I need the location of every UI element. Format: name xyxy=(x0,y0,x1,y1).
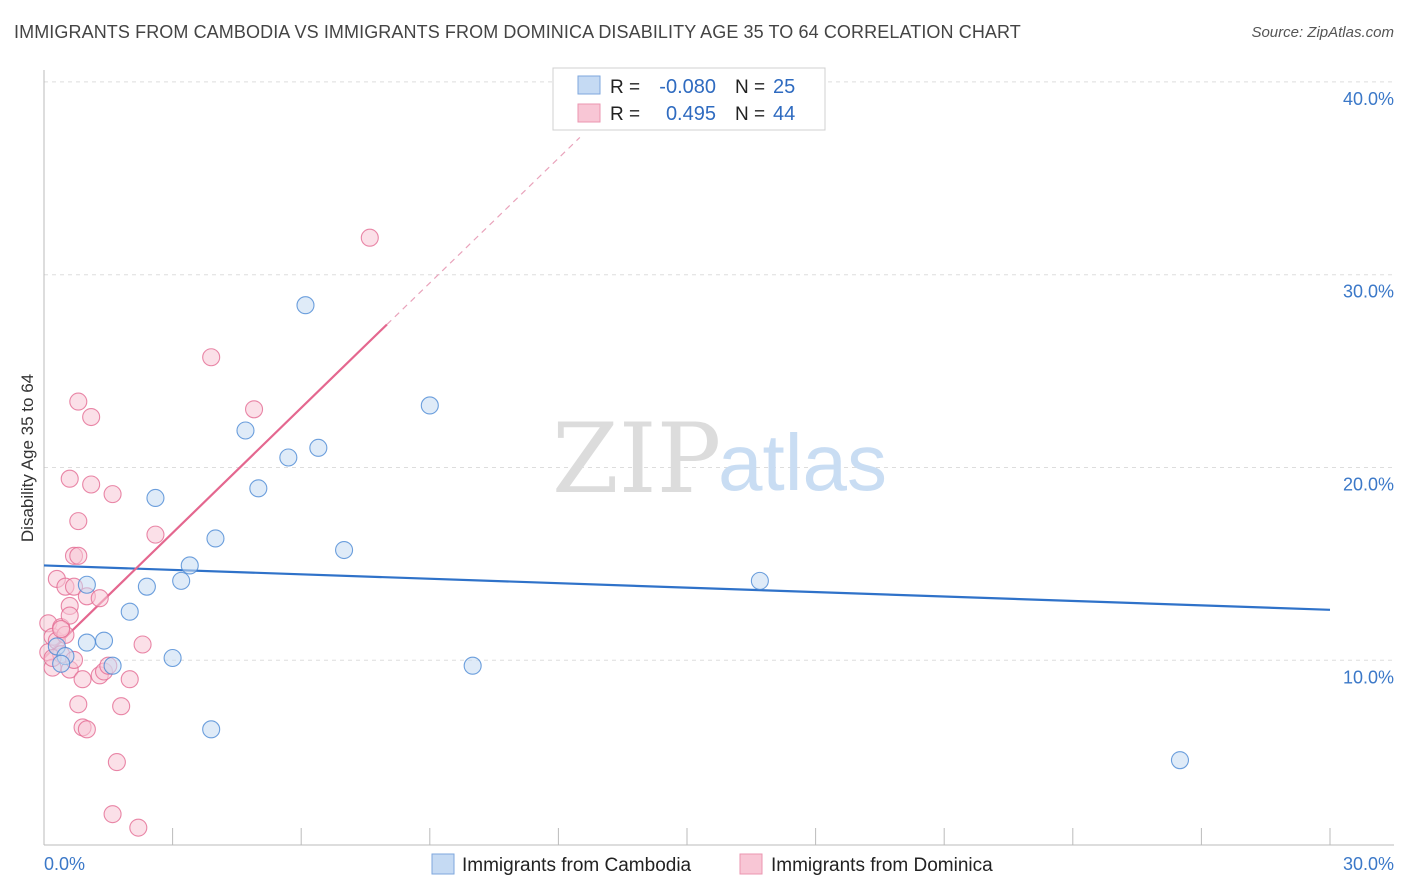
point-dominica-37 xyxy=(133,635,152,654)
point-dominica-40 xyxy=(244,400,264,419)
point-dominica-32 xyxy=(103,805,122,824)
point-cambodia-10 xyxy=(163,648,182,668)
watermark-zip: ZIP xyxy=(552,403,721,515)
data-points xyxy=(39,228,1190,837)
point-dominica-38 xyxy=(146,525,165,544)
y-tick-label-40: 40.0% xyxy=(1343,89,1394,109)
point-cambodia-6 xyxy=(103,656,122,675)
point-cambodia-11 xyxy=(172,571,191,590)
point-dominica-41 xyxy=(360,228,379,247)
point-cambodia-7 xyxy=(120,602,139,621)
point-cambodia-21 xyxy=(420,396,439,415)
point-dominica-39 xyxy=(202,348,221,367)
series-legend-swatch-cambodia xyxy=(431,853,455,875)
legend-swatch-dominica xyxy=(577,103,601,123)
point-cambodia-17 xyxy=(279,448,298,467)
legend-n-value-cambodia: 25 xyxy=(773,76,795,98)
point-cambodia-4 xyxy=(94,631,114,650)
point-dominica-22 xyxy=(73,670,92,689)
point-cambodia-5 xyxy=(77,575,96,594)
series-legend-label-dominica: Immigrants from Dominica xyxy=(771,855,993,876)
y-axis-label: Disability Age 35 to 64 xyxy=(18,374,37,542)
legend-n-value-dominica: 44 xyxy=(773,103,795,125)
legend-r-label-dominica: R = xyxy=(610,104,640,125)
y-tick-label-20: 20.0% xyxy=(1343,474,1394,494)
point-cambodia-24 xyxy=(1170,751,1190,770)
point-cambodia-16 xyxy=(249,479,268,498)
point-dominica-25 xyxy=(82,475,101,494)
point-cambodia-22 xyxy=(463,656,482,675)
x-tick-label-min: 0.0% xyxy=(44,854,85,874)
point-cambodia-12 xyxy=(180,556,199,575)
point-cambodia-15 xyxy=(236,421,255,440)
x-axis-ticks xyxy=(43,828,1331,845)
point-dominica-43 xyxy=(52,620,71,639)
point-cambodia-9 xyxy=(146,488,165,508)
trend-lines xyxy=(43,137,1331,659)
point-dominica-20 xyxy=(69,392,88,411)
series-legend-swatch-dominica xyxy=(739,853,763,875)
point-dominica-14 xyxy=(60,469,79,488)
watermark: ZIP atlas xyxy=(552,403,887,515)
point-cambodia-3 xyxy=(77,633,96,652)
point-cambodia-23 xyxy=(750,571,769,590)
point-cambodia-20 xyxy=(335,540,354,560)
point-dominica-33 xyxy=(107,753,126,772)
point-cambodia-2 xyxy=(52,654,71,673)
series-legend-label-cambodia: Immigrants from Cambodia xyxy=(462,855,692,876)
point-dominica-19 xyxy=(69,546,88,565)
trend-line-dominica-extension xyxy=(386,137,581,325)
x-tick-label-max: 30.0% xyxy=(1343,854,1394,874)
legend-n-label-dominica: N = xyxy=(735,104,765,125)
legend-r-value-cambodia: -0.080 xyxy=(659,76,716,98)
point-dominica-34 xyxy=(112,697,131,716)
point-dominica-27 xyxy=(90,589,109,608)
source-credit: Source: ZipAtlas.com xyxy=(1251,24,1394,41)
point-dominica-31 xyxy=(103,485,122,504)
point-cambodia-14 xyxy=(206,529,225,548)
point-dominica-11 xyxy=(60,606,79,625)
legend-swatch-cambodia xyxy=(577,75,601,95)
legend-n-label-cambodia: N = xyxy=(735,77,765,98)
point-cambodia-13 xyxy=(202,720,221,739)
point-cambodia-18 xyxy=(296,296,315,315)
point-dominica-17 xyxy=(69,512,88,531)
point-dominica-26 xyxy=(82,407,101,427)
point-dominica-36 xyxy=(129,818,148,837)
legend-r-label-cambodia: R = xyxy=(610,77,640,98)
chart-title: IMMIGRANTS FROM CAMBODIA VS IMMIGRANTS F… xyxy=(14,22,1021,42)
trend-line-cambodia xyxy=(43,564,1331,611)
y-tick-label-10: 10.0% xyxy=(1343,667,1394,687)
series-legend: Immigrants from Cambodia Immigrants from… xyxy=(431,853,993,876)
watermark-atlas: atlas xyxy=(718,418,887,507)
y-tick-label-30: 30.0% xyxy=(1343,282,1394,302)
point-dominica-18 xyxy=(69,695,88,714)
point-cambodia-19 xyxy=(309,438,328,457)
y-axis-tick-labels: 10.0% 20.0% 30.0% 40.0% xyxy=(1343,89,1394,687)
point-cambodia-8 xyxy=(137,577,156,596)
correlation-legend: R = -0.080 N = 25 R = 0.495 N = 44 xyxy=(552,67,826,131)
point-dominica-35 xyxy=(120,670,139,689)
point-dominica-24 xyxy=(77,720,96,739)
legend-r-value-dominica: 0.495 xyxy=(666,103,716,125)
